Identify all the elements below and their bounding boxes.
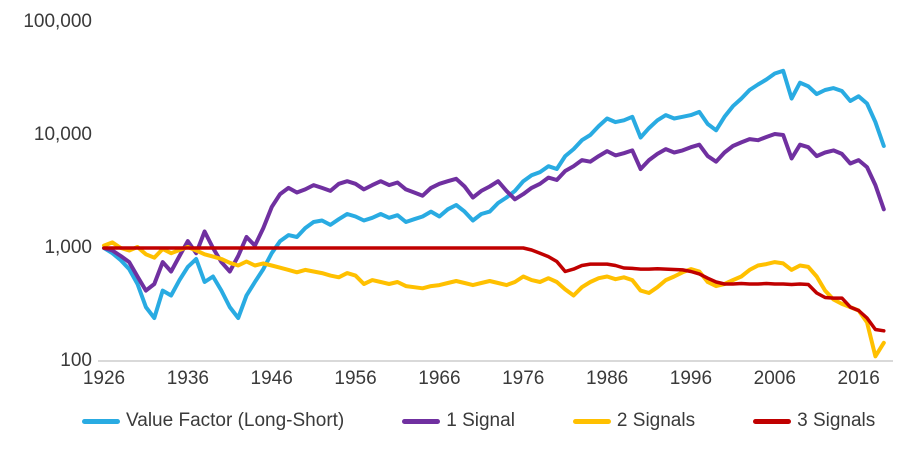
legend-label-3-signals: 3 Signals — [797, 410, 876, 431]
y-tick-label: 10,000 — [33, 124, 92, 145]
legend-item-3-signals: 3 Signals — [753, 410, 875, 432]
legend-label-2-signals: 2 Signals — [616, 410, 696, 431]
x-tick-label: 1996 — [669, 368, 713, 389]
series-line-0 — [102, 68, 886, 320]
legend-item-1-signal: 1 Signal — [402, 410, 515, 432]
series-line-1 — [102, 132, 886, 293]
value-factor-line-swatch-icon — [82, 418, 120, 424]
x-tick-label: 1966 — [418, 368, 461, 389]
legend-item-value-factor: Value Factor (Long-Short) — [82, 410, 344, 432]
x-tick-label: 1926 — [82, 368, 126, 389]
legend: Value Factor (Long-Short) 1 Signal 2 Sig… — [82, 410, 890, 432]
series-line-2 — [102, 240, 886, 359]
three-signals-line-swatch-icon — [753, 418, 792, 424]
y-tick-label: 100,000 — [23, 11, 92, 32]
y-tick-label: 1,000 — [44, 237, 92, 258]
x-tick-label: 2006 — [753, 368, 796, 389]
two-signals-line-swatch-icon — [572, 418, 611, 424]
legend-label-value-factor: Value Factor (Long-Short) — [126, 410, 345, 431]
series-line-3 — [102, 246, 886, 333]
one-signal-line-swatch-icon — [402, 418, 441, 424]
x-tick-label: 1936 — [166, 368, 209, 389]
x-tick-label: 1946 — [250, 368, 293, 389]
legend-item-2-signals: 2 Signals — [572, 410, 696, 432]
x-tick-label: 1986 — [585, 368, 629, 389]
legend-label-1-signal: 1 Signal — [446, 410, 515, 431]
x-tick-label: 1976 — [502, 368, 545, 389]
x-tick-label: 2016 — [837, 368, 880, 389]
y-tick-label: 100 — [60, 350, 92, 371]
x-tick-label: 1956 — [334, 368, 377, 389]
